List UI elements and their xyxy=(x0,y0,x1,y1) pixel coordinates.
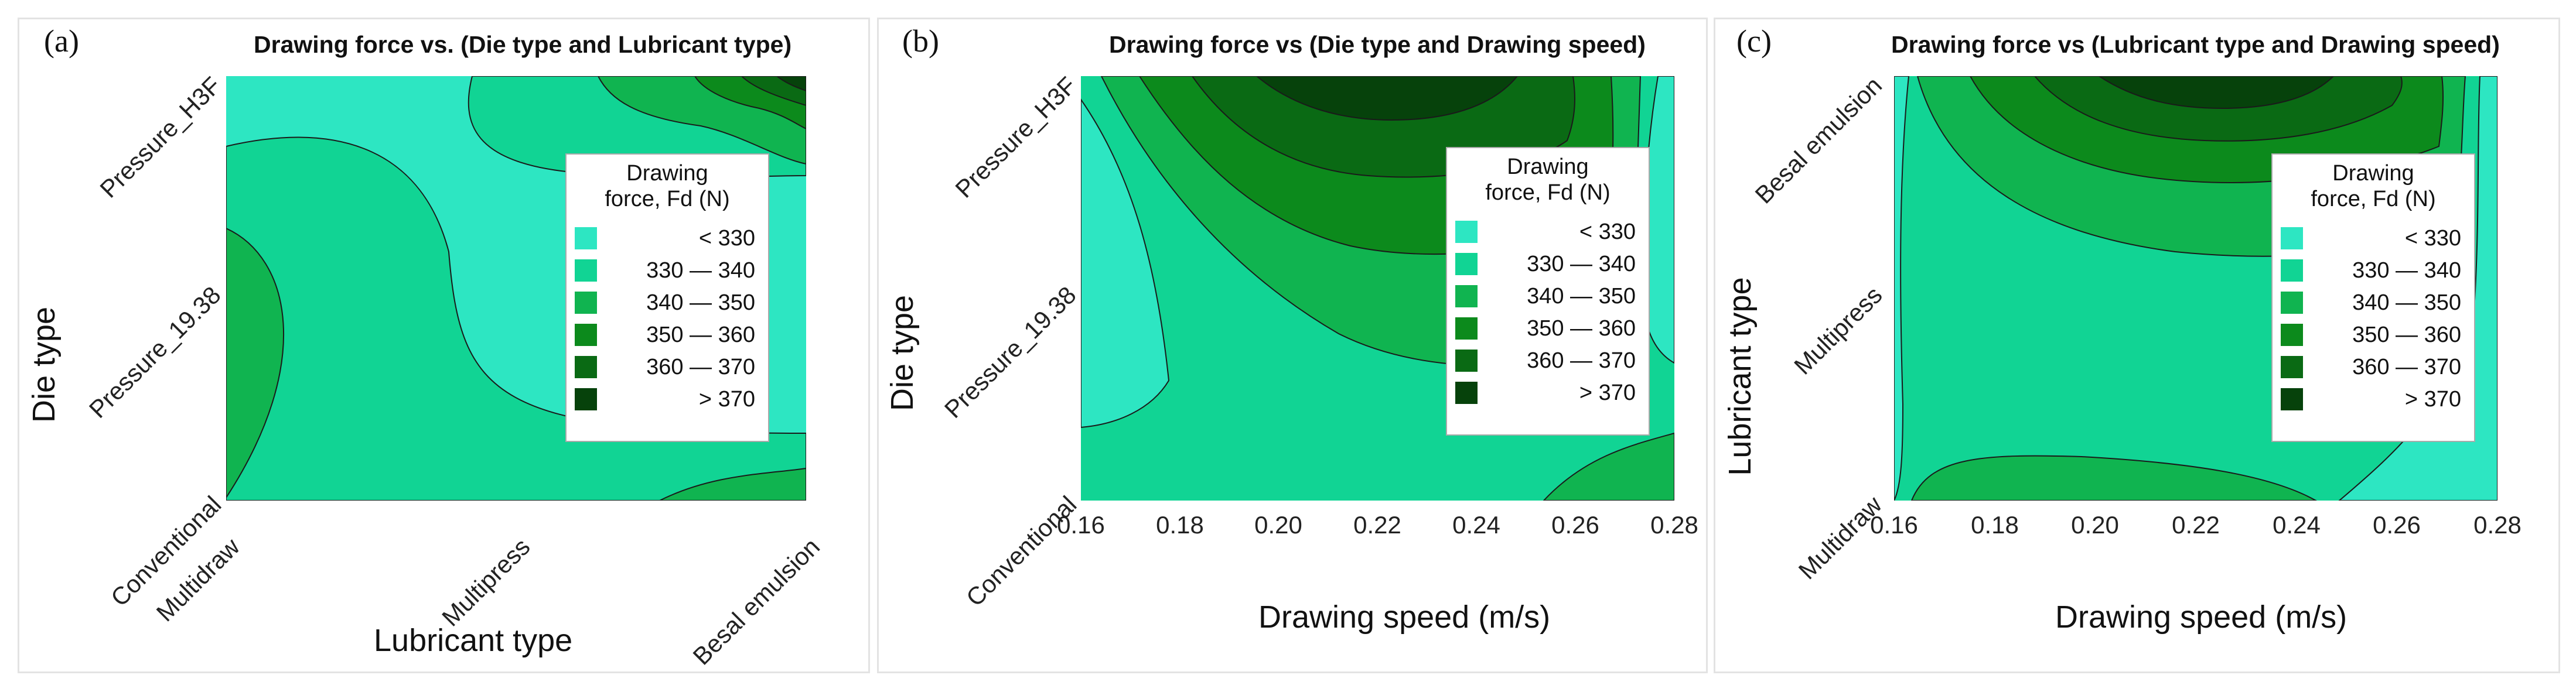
panel-letter: (a) xyxy=(44,23,79,59)
chart-title: Drawing force vs (Lubricant type and Dra… xyxy=(1891,31,2500,58)
contour-region-above-370 xyxy=(776,76,806,92)
x-tick-label: 0.20 xyxy=(2071,511,2119,539)
panel-c: (c) Drawing force vs (Lubricant type and… xyxy=(1714,18,2560,673)
x-tick-label: 0.16 xyxy=(1870,511,1918,539)
legend-title: Drawing force, Fd (N) xyxy=(605,161,730,211)
legend: Drawing force, Fd (N) < 330 330 — 340 340… xyxy=(1446,147,1650,436)
x-tick-label: 0.20 xyxy=(1254,511,1302,539)
contour-region-340-350 xyxy=(659,467,806,501)
legend-item: > 370 xyxy=(575,385,761,414)
legend-title: Drawing force, Fd (N) xyxy=(1485,155,1611,205)
panel-letter: (b) xyxy=(902,23,939,59)
x-tick-label: 0.24 xyxy=(2273,511,2321,539)
y-tick-label: Pressure_19.38 xyxy=(939,281,1082,423)
x-tick-label: Multipress xyxy=(436,533,535,632)
x-axis-title: Lubricant type xyxy=(374,623,573,658)
x-axis-title: Drawing speed (m/s) xyxy=(2055,599,2348,635)
y-tick-label: Pressure_19.38 xyxy=(84,281,227,423)
contour-region-above-370 xyxy=(2098,76,2335,109)
legend-item: 360 — 370 xyxy=(1455,346,1642,375)
x-tick-label: 0.22 xyxy=(2172,511,2220,539)
x-tick-label: Besal emulsion xyxy=(687,533,825,670)
legend-item: 360 — 370 xyxy=(2281,352,2467,382)
legend: Drawing force, Fd (N) < 330 330 — 340 340… xyxy=(565,153,769,442)
legend-item: 350 — 360 xyxy=(575,320,761,350)
contour-region-below-330 xyxy=(1081,98,1170,429)
legend-item: 330 — 340 xyxy=(575,256,761,285)
legend: Drawing force, Fd (N) < 330 330 — 340 340… xyxy=(2271,153,2475,442)
y-tick-label: Conventional xyxy=(960,491,1082,612)
chart-title: Drawing force vs (Die type and Drawing s… xyxy=(1109,31,1646,58)
legend-item: > 370 xyxy=(1455,378,1642,407)
y-tick-label: Pressure_H3F xyxy=(94,71,227,203)
legend-item: > 370 xyxy=(2281,385,2467,414)
y-tick-label: Pressure_H3F xyxy=(950,71,1082,203)
x-tick-label: 0.28 xyxy=(2473,511,2522,539)
legend-item: 350 — 360 xyxy=(2281,320,2467,350)
legend-item: < 330 xyxy=(1455,217,1642,246)
contour-region-340-350 xyxy=(1543,432,1674,501)
contour-region-above-370 xyxy=(1255,76,1519,121)
x-tick-label: 0.28 xyxy=(1650,511,1698,539)
legend-item: 340 — 350 xyxy=(575,288,761,317)
legend-item: 330 — 340 xyxy=(2281,256,2467,285)
x-tick-label: 0.26 xyxy=(2373,511,2421,539)
x-tick-label: 0.24 xyxy=(1452,511,1500,539)
legend-item: 340 — 350 xyxy=(1455,282,1642,311)
y-tick-label: Besal emulsion xyxy=(1749,71,1888,209)
contour-region-340-350 xyxy=(226,227,284,499)
contour-region-340-350 xyxy=(1910,455,2318,501)
y-axis-title: Die type xyxy=(885,294,920,412)
panel-a: (a) Drawing force vs. (Die type and Lubr… xyxy=(18,18,870,673)
legend-item: 350 — 360 xyxy=(1455,314,1642,343)
legend-item: 330 — 340 xyxy=(1455,249,1642,279)
x-tick-label: 0.16 xyxy=(1057,511,1105,539)
contour-region-below-330 xyxy=(1894,76,1910,501)
y-axis-title: Die type xyxy=(26,306,62,423)
x-tick-label: 0.26 xyxy=(1551,511,1599,539)
y-tick-label: Multipress xyxy=(1788,281,1888,380)
y-axis-title: Lubricant type xyxy=(1722,277,1758,476)
x-axis-title: Drawing speed (m/s) xyxy=(1258,599,1551,635)
legend-item: 360 — 370 xyxy=(575,352,761,382)
legend-item: < 330 xyxy=(575,224,761,253)
x-tick-label: 0.18 xyxy=(1971,511,2019,539)
x-tick-label: 0.22 xyxy=(1353,511,1401,539)
x-tick-label: 0.18 xyxy=(1156,511,1204,539)
legend-item: < 330 xyxy=(2281,224,2467,253)
legend-title: Drawing force, Fd (N) xyxy=(2311,161,2436,211)
panel-letter: (c) xyxy=(1736,23,1772,59)
panel-b: (b) Drawing force vs (Die type and Drawi… xyxy=(877,18,1708,673)
chart-title: Drawing force vs. (Die type and Lubrican… xyxy=(254,31,792,58)
legend-item: 340 — 350 xyxy=(2281,288,2467,317)
